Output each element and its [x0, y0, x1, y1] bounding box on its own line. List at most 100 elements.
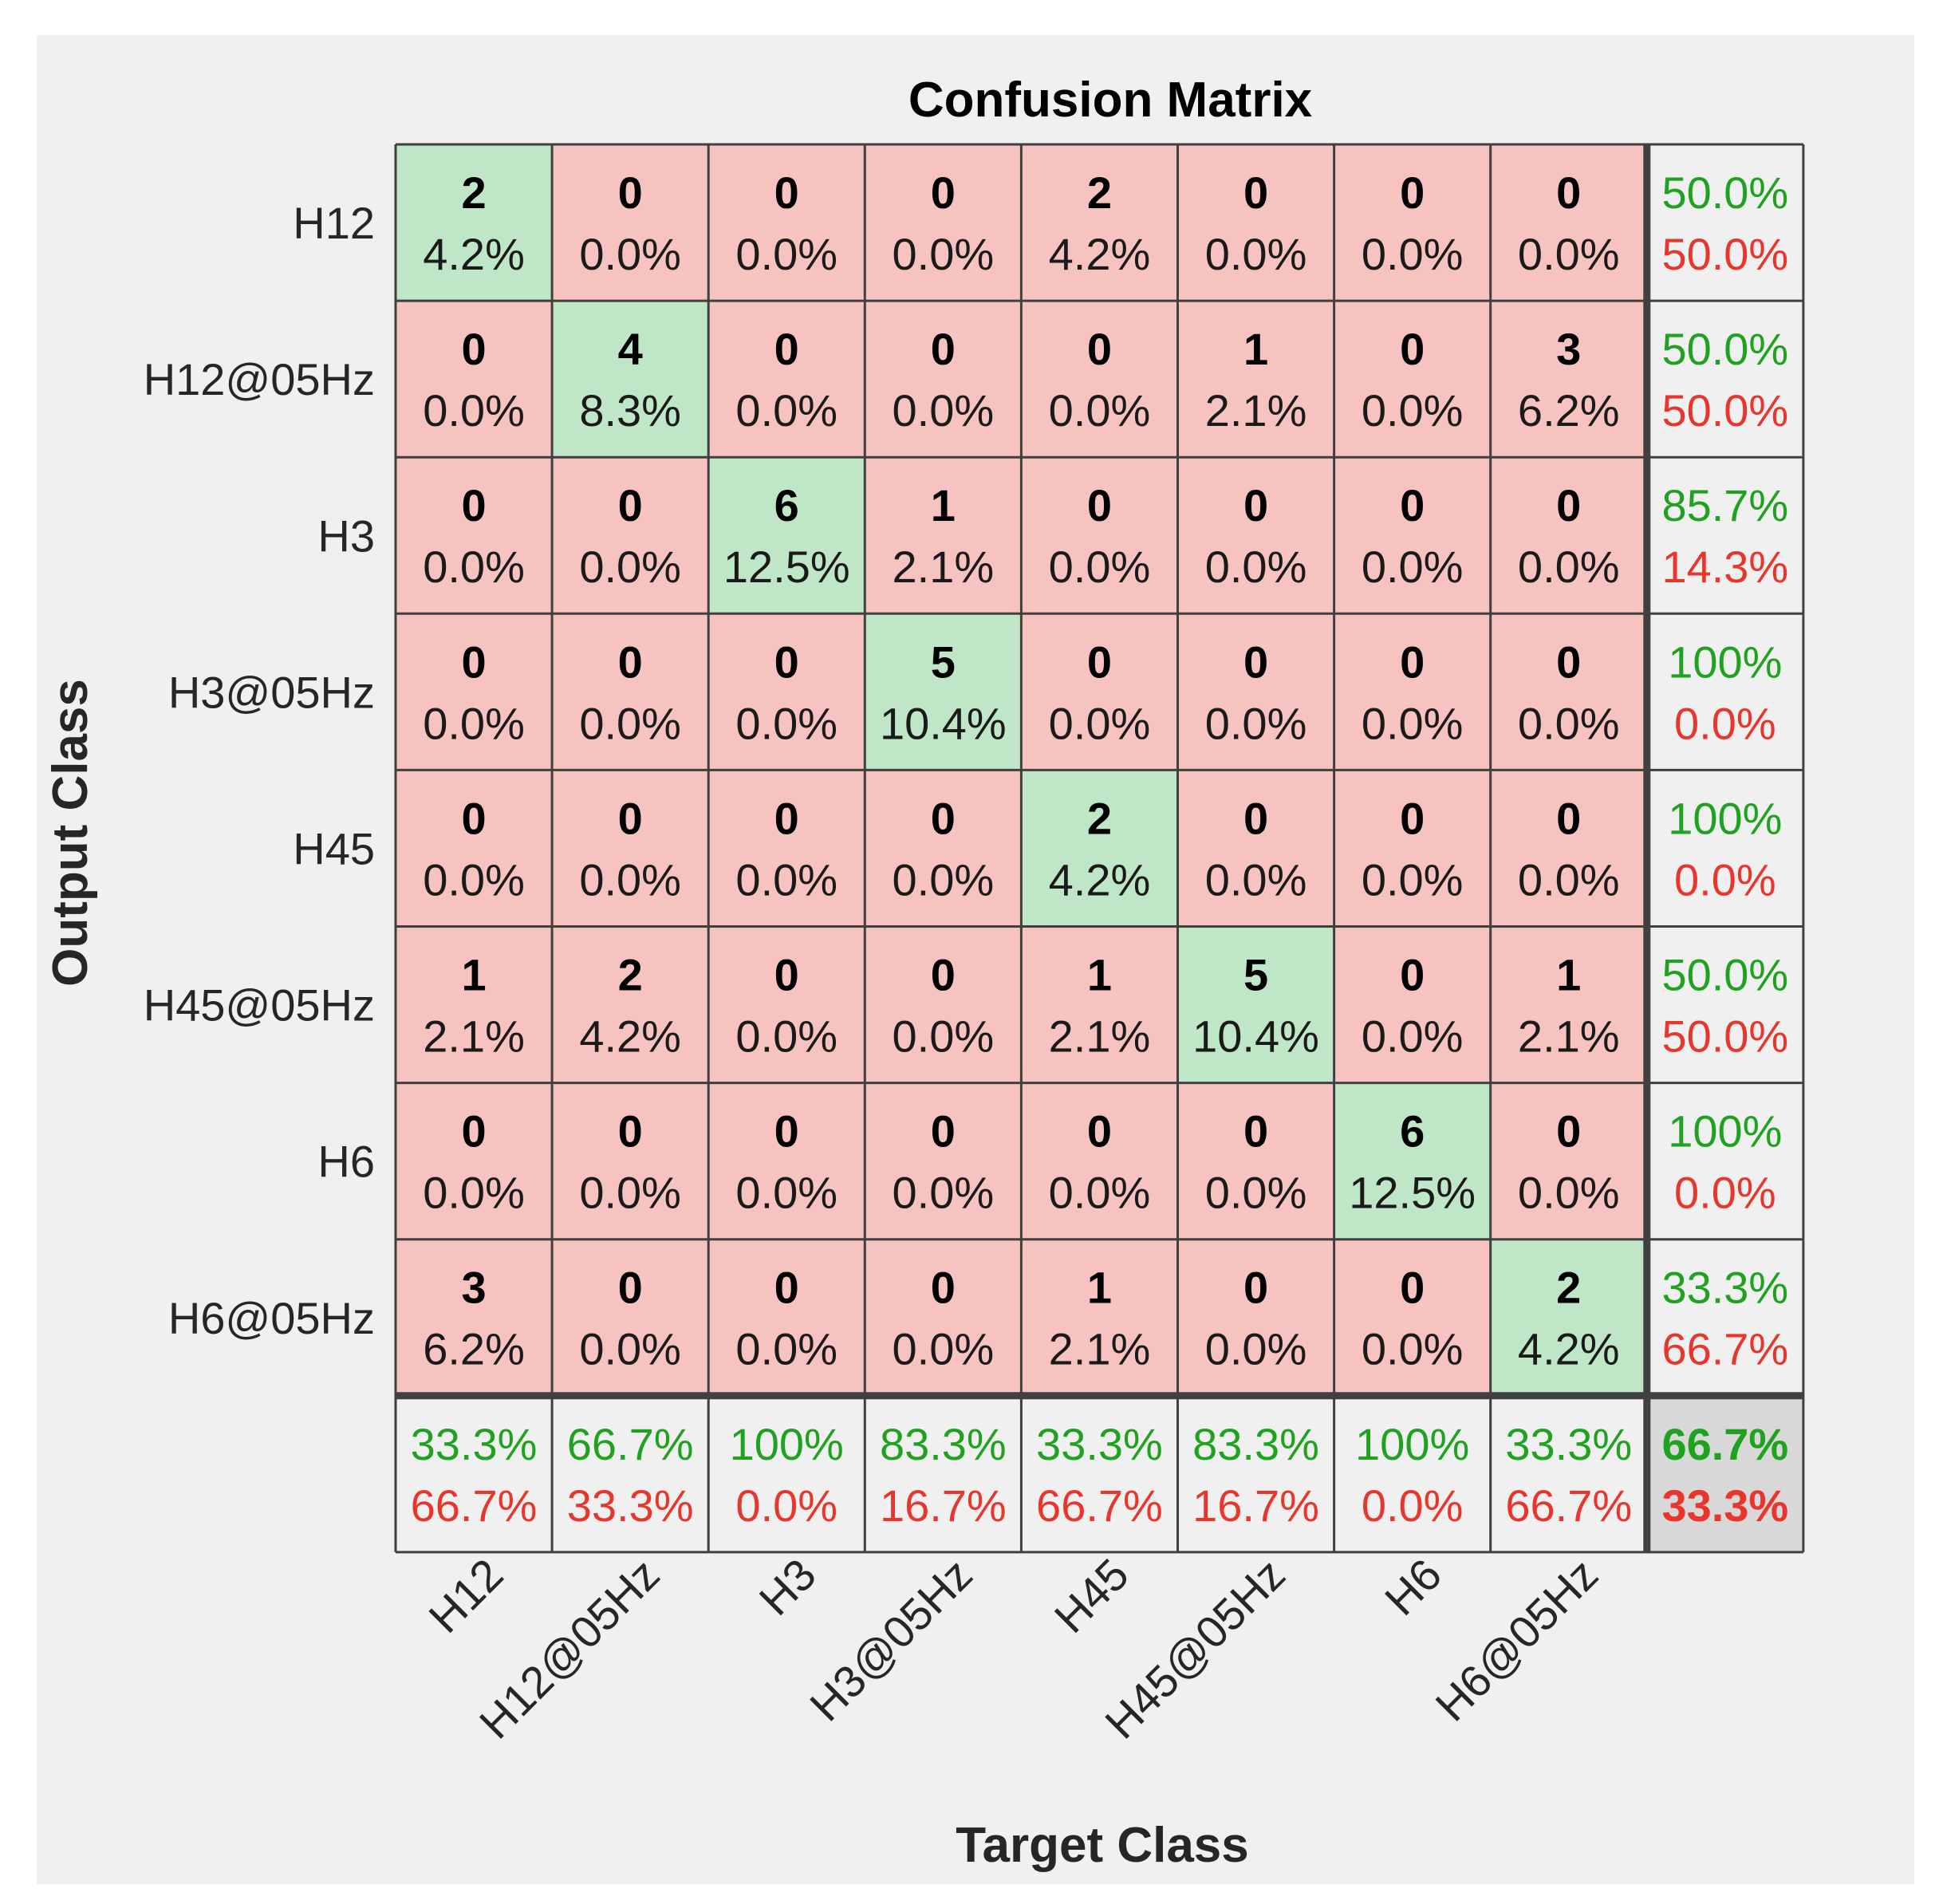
- matrix-cell: [1021, 926, 1178, 1083]
- cell-percent: 0.0%: [579, 1168, 681, 1218]
- cell-percent: 0.0%: [893, 1011, 995, 1062]
- cell-count: 5: [931, 637, 956, 687]
- col-recall: 33.3%: [1036, 1419, 1163, 1469]
- matrix-cell: [1021, 1082, 1178, 1240]
- cell-percent: 2.1%: [893, 542, 995, 592]
- x-axis-label: Target Class: [956, 1818, 1249, 1873]
- matrix-cell: [865, 457, 1022, 614]
- y-tick-label: H45@05Hz: [144, 980, 375, 1031]
- matrix-cell: [1490, 144, 1647, 302]
- cell-percent: 0.0%: [1205, 698, 1307, 748]
- cell-count: 2: [1087, 793, 1112, 843]
- matrix-cell: [708, 1082, 865, 1240]
- col-error: 0.0%: [1362, 1480, 1464, 1531]
- matrix-cell: [1490, 1082, 1647, 1240]
- cell-percent: 0.0%: [735, 385, 837, 436]
- row-error: 50.0%: [1661, 229, 1788, 279]
- matrix-cell: [396, 926, 553, 1083]
- cell-percent: 0.0%: [735, 854, 837, 905]
- matrix-cell: [1021, 1239, 1178, 1396]
- overall-error: 33.3%: [1661, 1480, 1788, 1531]
- y-tick-label: H3@05Hz: [168, 667, 375, 717]
- cell-percent: 10.4%: [880, 698, 1007, 748]
- matrix-cell: [708, 770, 865, 927]
- cell-count: 0: [1556, 480, 1581, 530]
- y-axis-label: Output Class: [43, 679, 98, 987]
- col-recall: 33.3%: [411, 1419, 538, 1469]
- cell-count: 3: [1556, 324, 1581, 374]
- matrix-cell: [708, 144, 865, 302]
- cell-count: 1: [461, 950, 486, 1000]
- row-error: 50.0%: [1661, 1011, 1788, 1062]
- col-summary-cell: [865, 1395, 1022, 1552]
- matrix-cell: [1334, 1082, 1491, 1240]
- matrix-cell: [708, 926, 865, 1083]
- cell-count: 4: [618, 324, 643, 374]
- cell-count: 0: [931, 1106, 956, 1157]
- row-error: 0.0%: [1674, 698, 1776, 748]
- matrix-cell: [1334, 1239, 1491, 1396]
- cell-count: 0: [1243, 168, 1268, 218]
- cell-count: 0: [774, 637, 799, 687]
- matrix-cell: [1177, 926, 1334, 1083]
- row-summary-cell: [1646, 144, 1803, 302]
- x-tick-label: H3: [750, 1549, 826, 1625]
- cell-percent: 0.0%: [735, 1011, 837, 1062]
- row-summary-cell: [1646, 1239, 1803, 1396]
- cell-percent: 0.0%: [893, 1324, 995, 1374]
- row-summary-cell: [1646, 613, 1803, 771]
- cell-count: 0: [1243, 1106, 1268, 1157]
- cell-count: 0: [931, 1263, 956, 1313]
- cell-count: 0: [931, 168, 956, 218]
- matrix-cell: [708, 457, 865, 614]
- cell-percent: 0.0%: [1362, 385, 1464, 436]
- figure-background: Confusion Matrix Output Class Target Cla…: [37, 35, 1914, 1884]
- cell-count: 0: [1087, 1106, 1112, 1157]
- matrix-cell: [1490, 926, 1647, 1083]
- matrix-cell: [1490, 301, 1647, 458]
- col-recall: 33.3%: [1505, 1419, 1632, 1469]
- cell-count: 1: [1087, 1263, 1112, 1313]
- matrix-cell: [865, 613, 1022, 771]
- confusion-matrix-chart: Confusion Matrix Output Class Target Cla…: [43, 73, 1805, 1873]
- matrix-cell: [1021, 613, 1178, 771]
- matrix-cell: [708, 613, 865, 771]
- cell-percent: 12.5%: [1349, 1168, 1476, 1218]
- matrix-cell: [865, 1082, 1022, 1240]
- cell-percent: 4.2%: [1049, 229, 1151, 279]
- cell-count: 0: [618, 637, 643, 687]
- cell-percent: 0.0%: [1518, 542, 1620, 592]
- grid-lines: [394, 143, 1805, 1554]
- matrix-cell: [396, 770, 553, 927]
- cell-count: 0: [1400, 168, 1425, 218]
- matrix-cell: [552, 613, 709, 771]
- y-tick-label: H6: [317, 1137, 375, 1187]
- cell-percent: 0.0%: [1205, 542, 1307, 592]
- cell-count: 0: [1556, 793, 1581, 843]
- cell-percent: 4.2%: [1518, 1324, 1620, 1374]
- cell-percent: 2.1%: [423, 1011, 525, 1062]
- matrix-cell: [708, 1239, 865, 1396]
- cell-count: 2: [1556, 1263, 1581, 1313]
- matrix-cell: [552, 1082, 709, 1240]
- cell-percent: 0.0%: [423, 1168, 525, 1218]
- cell-count: 1: [1087, 950, 1112, 1000]
- cell-percent: 2.1%: [1518, 1011, 1620, 1062]
- matrix-cell: [1021, 301, 1178, 458]
- cell-count: 2: [461, 168, 486, 218]
- col-recall: 83.3%: [880, 1419, 1007, 1469]
- cell-percent: 0.0%: [423, 698, 525, 748]
- row-precision: 50.0%: [1661, 950, 1788, 1000]
- matrix-cell: [552, 457, 709, 614]
- cell-percent: 0.0%: [579, 542, 681, 592]
- matrix-cells: 2 4.2% 0 0.0% 0 0.0% 0 0.0% 2 4.2% 0 0.0% 0 0.0% 0 0.0%…: [396, 144, 1647, 1396]
- cell-count: 0: [618, 793, 643, 843]
- y-tick-label: H12: [293, 198, 375, 248]
- cell-percent: 2.1%: [1049, 1324, 1151, 1374]
- col-recall: 100%: [730, 1419, 844, 1469]
- matrix-cell: [1334, 770, 1491, 927]
- cell-percent: 0.0%: [1205, 1324, 1307, 1374]
- cell-percent: 0.0%: [735, 229, 837, 279]
- matrix-cell: [552, 926, 709, 1083]
- matrix-cell: [1177, 770, 1334, 927]
